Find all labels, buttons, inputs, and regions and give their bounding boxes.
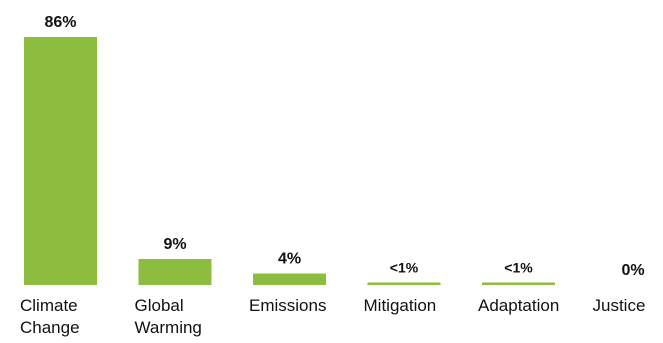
value-label-0: 86% [44, 14, 76, 31]
value-label-2: 4% [278, 251, 301, 268]
value-label-5: 0% [621, 262, 644, 279]
category-label-5: Justice [593, 296, 646, 315]
category-label-3: Mitigation [364, 296, 437, 315]
category-label-0-line-0: Climate [20, 296, 78, 315]
value-label-4: <1% [504, 260, 533, 276]
category-label-1-line-1: Warming [135, 318, 202, 337]
bar-4 [482, 282, 555, 285]
category-label-4: Adaptation [478, 296, 559, 315]
bar-0 [24, 37, 97, 285]
bar-1 [138, 259, 212, 285]
bar-2 [253, 273, 326, 285]
value-label-3: <1% [390, 260, 419, 276]
value-label-1: 9% [163, 236, 186, 253]
category-label-1-line-0: Global [135, 296, 184, 315]
category-label-2: Emissions [249, 296, 326, 315]
category-label-0-line-1: Change [20, 318, 80, 337]
bar-3 [367, 282, 441, 285]
